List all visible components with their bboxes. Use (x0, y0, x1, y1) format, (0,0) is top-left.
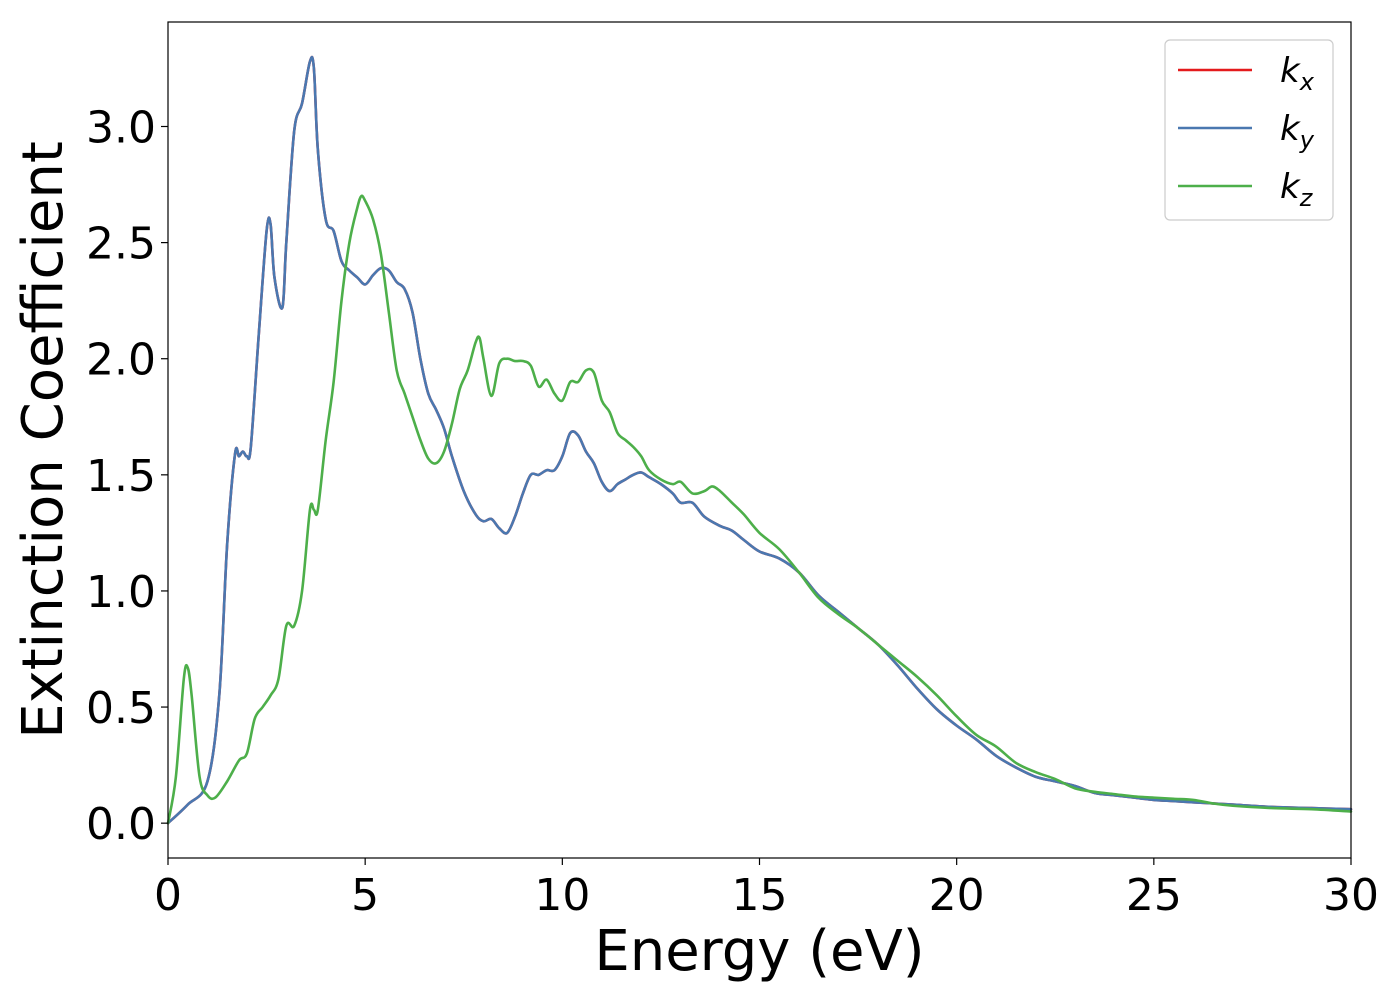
x-axis: 0 5 10 15 20 25 30 (154, 858, 1379, 921)
x-tick-label: 10 (534, 870, 590, 921)
x-tick-label: 0 (154, 870, 182, 921)
x-tick-label: 15 (732, 870, 788, 921)
series-line-y (166, 55, 1353, 825)
x-tick-label: 30 (1323, 870, 1379, 921)
x-tick-label: 25 (1126, 870, 1182, 921)
series-line-z (166, 194, 1353, 825)
legend-box (1164, 39, 1334, 221)
y-tick-label: 1.5 (86, 451, 156, 502)
x-tick-label: 20 (929, 870, 985, 921)
y-axis: 0.0 0.5 1.0 1.5 2.0 2.5 3.0 (86, 103, 168, 850)
x-tick-label: 5 (351, 870, 379, 921)
series-layer (166, 55, 1353, 825)
y-tick-label: 2.5 (86, 219, 156, 270)
y-tick-label: 2.0 (86, 335, 156, 386)
legend-label-y: ky (1280, 109, 1315, 154)
y-axis-label: Extinction Coefficient (11, 141, 76, 739)
legend-label-x: kx (1280, 51, 1315, 96)
y-tick-label: 0.5 (86, 683, 156, 734)
legend: kx ky kz (1164, 39, 1334, 221)
y-tick-label: 3.0 (86, 103, 156, 154)
legend-label-z: kz (1280, 167, 1314, 212)
y-tick-label: 1.0 (86, 567, 156, 618)
x-axis-label: Energy (eV) (594, 919, 924, 984)
y-tick-label: 0.0 (86, 799, 156, 850)
